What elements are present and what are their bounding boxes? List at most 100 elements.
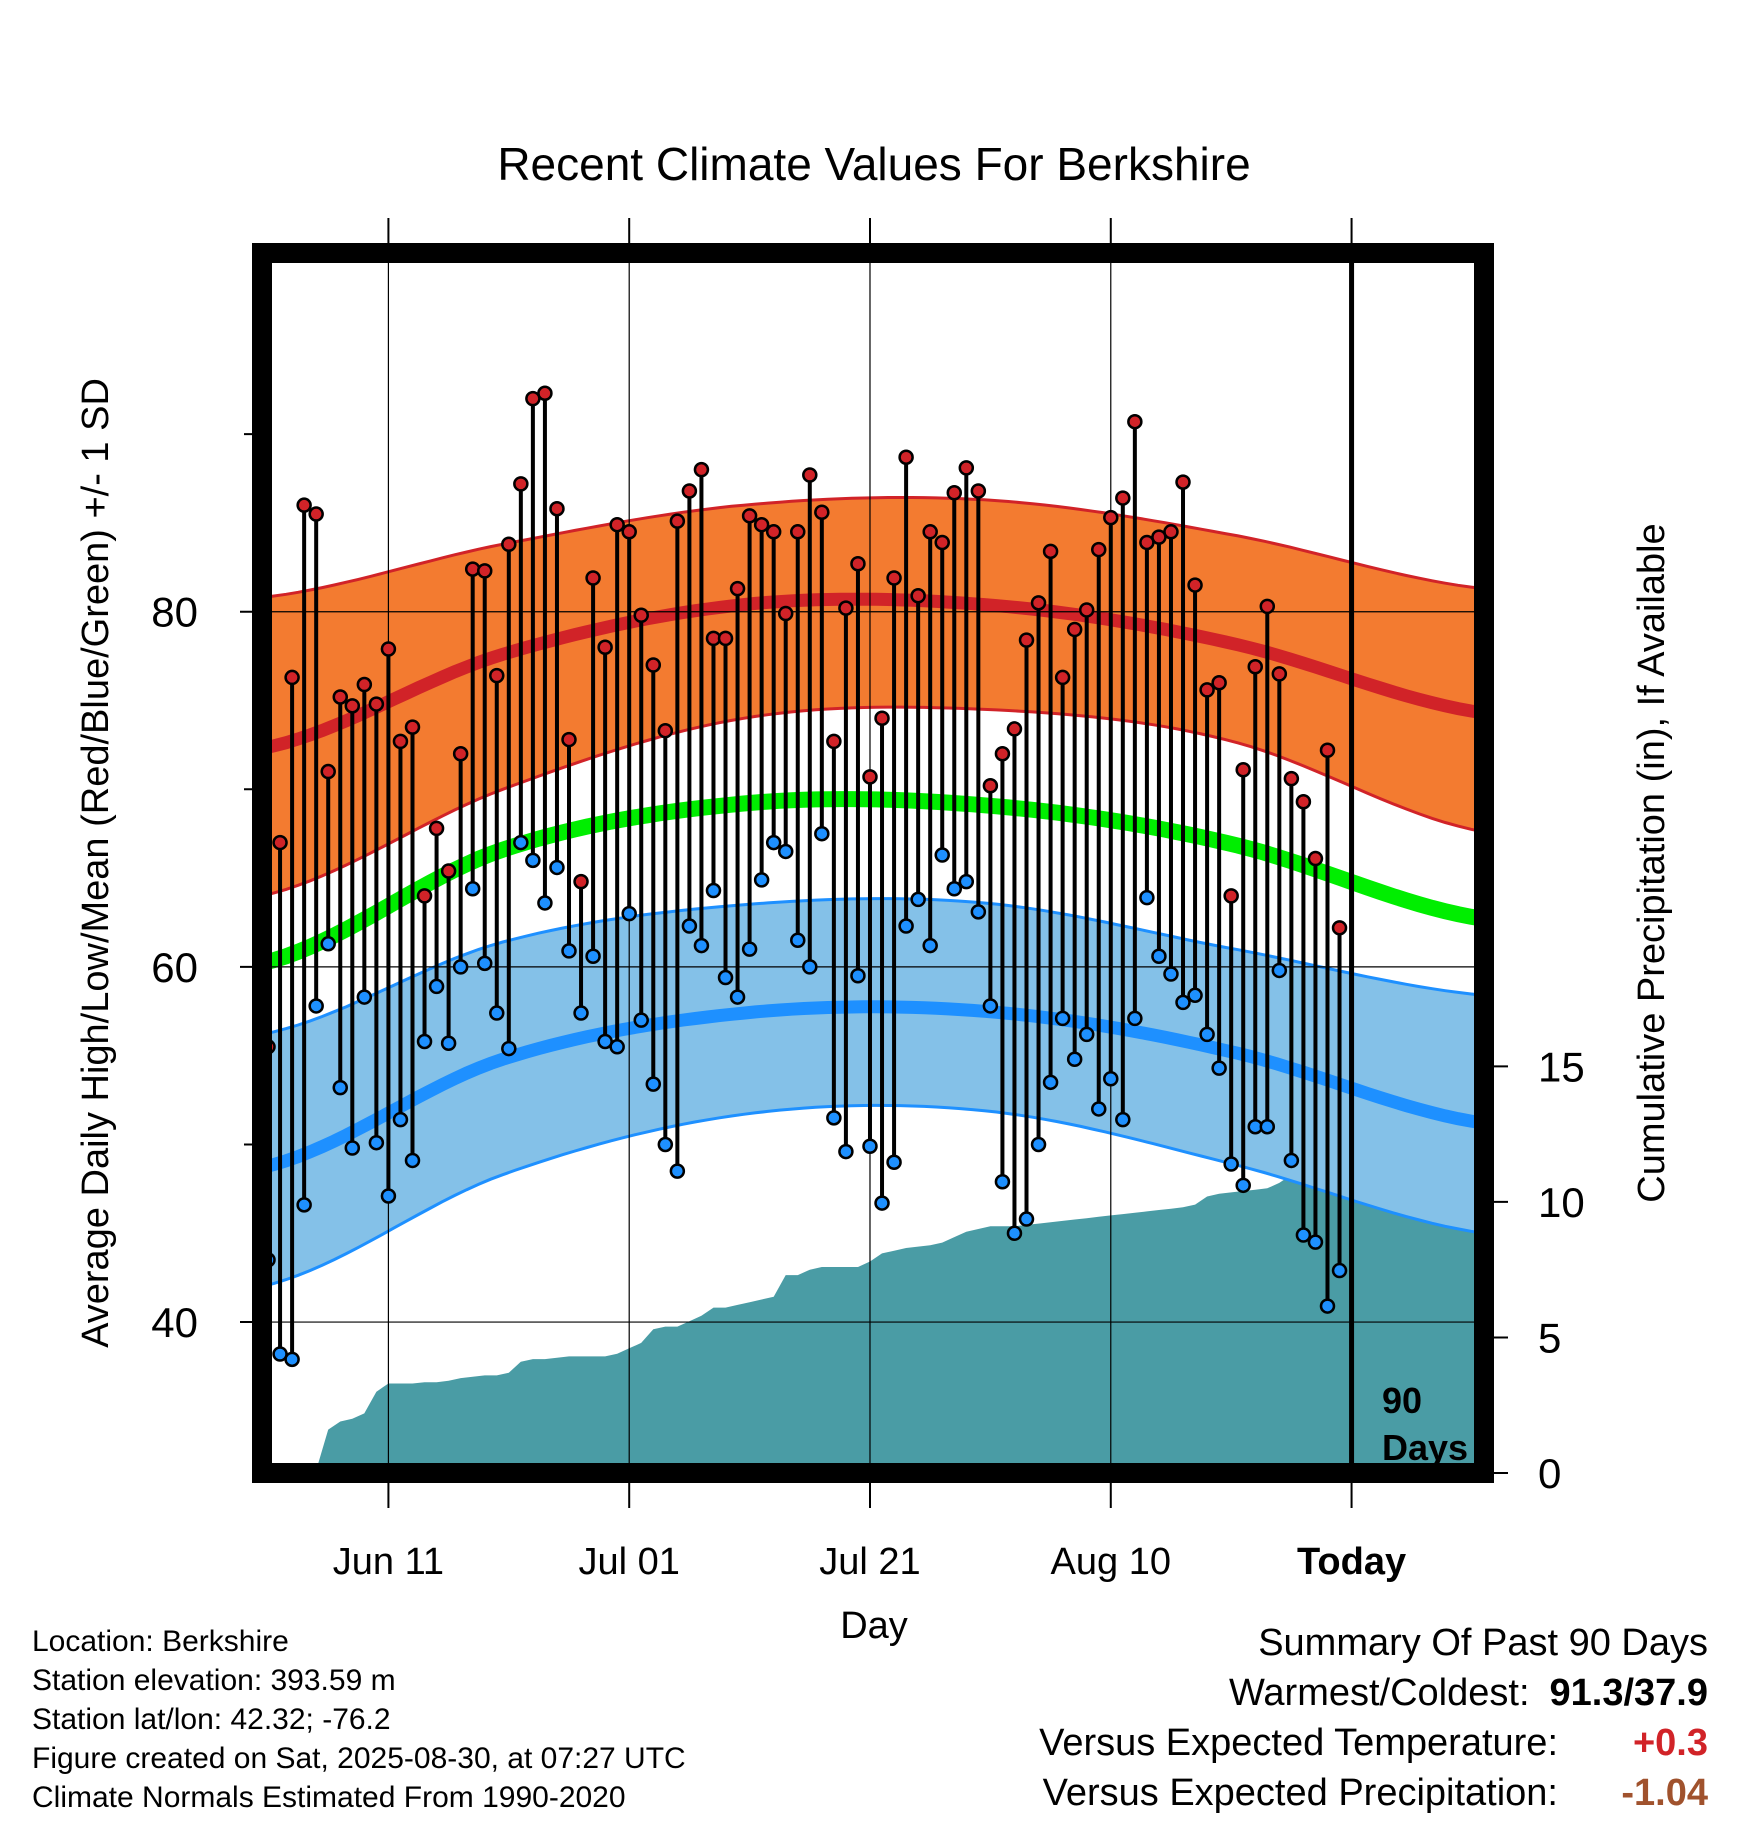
daily-high-point	[597, 639, 613, 655]
daily-high-point	[320, 763, 336, 780]
y-tick-label: 80	[151, 589, 198, 636]
daily-high-point	[898, 449, 914, 465]
daily-high-point	[1163, 524, 1179, 540]
y2-tick-label: 10	[1538, 1179, 1585, 1226]
daily-low-point	[1151, 948, 1167, 964]
daily-low-point	[1211, 1060, 1227, 1076]
daily-high-point	[1103, 509, 1119, 526]
daily-low-point	[994, 1174, 1011, 1190]
plot-frame	[252, 243, 1494, 1483]
daily-low-point	[1090, 1101, 1107, 1117]
warm-cold-label: Warmest/Coldest:	[1228, 1672, 1530, 1714]
daily-low-point	[308, 998, 324, 1014]
daily-low-point	[489, 1005, 505, 1021]
daily-high-point	[994, 746, 1011, 762]
y-axis-label: Average Daily High/Low/Mean (Red/Blue/Gr…	[75, 378, 117, 1348]
daily-low-point	[765, 834, 782, 851]
temp-label: Versus Expected Temperature:	[1039, 1722, 1558, 1764]
daily-low-point	[790, 932, 806, 948]
daily-low-point	[416, 1033, 433, 1050]
daily-low-point	[320, 936, 336, 952]
precip-area	[262, 1154, 1484, 1473]
daily-high-point	[284, 669, 300, 686]
daily-low-point	[910, 891, 926, 908]
daily-high-point	[657, 722, 674, 739]
daily-high-point	[404, 719, 421, 735]
daily-high-point	[669, 513, 686, 529]
daily-low-point	[404, 1152, 421, 1169]
daily-high-point	[1030, 595, 1047, 611]
daily-low-point	[1006, 1225, 1023, 1242]
daily-low-point	[1283, 1152, 1300, 1169]
daily-low-point	[970, 904, 987, 920]
x-tick-label: Jun 11	[333, 1541, 444, 1583]
x-tick-label: Today	[1297, 1541, 1406, 1583]
today-marker-label-2: Days	[1382, 1427, 1468, 1468]
daily-high-point	[922, 524, 938, 540]
created-text: Figure created on Sat, 2025-08-30, at 07…	[32, 1742, 686, 1775]
daily-low-point	[1259, 1118, 1276, 1135]
x-axis-label: Day	[840, 1605, 908, 1647]
daily-high-point	[1319, 742, 1336, 758]
daily-high-point	[1078, 602, 1095, 618]
daily-high-point	[970, 483, 987, 499]
daily-high-point	[501, 536, 517, 552]
daily-low-point	[814, 825, 830, 842]
daily-low-point	[633, 1012, 649, 1028]
daily-high-point	[1066, 621, 1083, 638]
daily-low-point	[1307, 1234, 1324, 1250]
warm-cold-value: 91.3/37.9	[1549, 1672, 1708, 1714]
daily-low-point	[1271, 962, 1288, 979]
daily-low-point	[296, 1197, 312, 1213]
y-tick-label: 40	[151, 1299, 198, 1346]
daily-low-point	[693, 937, 710, 954]
daily-low-point	[874, 1195, 890, 1211]
daily-low-point	[1319, 1298, 1336, 1314]
daily-low-point	[1331, 1262, 1348, 1279]
daily-high-point	[368, 696, 385, 712]
daily-high-point	[1259, 598, 1276, 615]
daily-high-point	[1115, 490, 1131, 506]
daily-high-point	[633, 607, 649, 624]
daily-low-point	[753, 872, 770, 888]
daily-low-point	[440, 1035, 457, 1051]
daily-low-point	[1175, 994, 1191, 1011]
elevation-text: Station elevation: 393.59 m	[32, 1664, 396, 1697]
x-tick-label: Jul 21	[819, 1541, 920, 1583]
daily-low-point	[777, 843, 794, 860]
low-normal-band-lower-edge	[262, 1103, 1484, 1288]
daily-high-point	[332, 689, 349, 705]
daily-high-point	[440, 863, 457, 879]
daily-high-point	[296, 497, 312, 513]
normals-text: Climate Normals Estimated From 1990-2020	[32, 1781, 626, 1814]
daily-high-point	[1175, 474, 1191, 490]
daily-high-point	[681, 483, 698, 499]
daily-high-point	[1006, 721, 1023, 737]
daily-low-point	[982, 998, 999, 1014]
daily-low-point	[850, 968, 866, 984]
daily-high-point	[886, 570, 902, 586]
x-tick-label: Aug 10	[1051, 1541, 1171, 1583]
daily-high-point	[344, 698, 361, 714]
daily-high-point	[982, 778, 999, 794]
high-normal-band	[262, 497, 1484, 896]
daily-low-point	[1163, 966, 1179, 982]
y-tick-label: 60	[151, 944, 198, 991]
y2-tick-label: 5	[1538, 1314, 1561, 1361]
daily-high-point	[585, 570, 601, 586]
daily-low-point	[1127, 1010, 1143, 1027]
daily-high-point	[561, 731, 577, 748]
daily-low-point	[476, 955, 493, 972]
daily-low-point	[898, 918, 914, 934]
daily-high-point	[826, 733, 842, 750]
daily-low-point	[1018, 1211, 1035, 1227]
daily-low-point	[934, 847, 950, 863]
daily-high-point	[753, 516, 770, 533]
daily-high-point	[1283, 770, 1300, 787]
daily-low-point	[1115, 1111, 1131, 1128]
daily-low-point	[464, 880, 481, 897]
daily-high-point	[777, 605, 794, 622]
daily-low-point	[368, 1134, 385, 1151]
daily-high-point	[452, 746, 469, 762]
